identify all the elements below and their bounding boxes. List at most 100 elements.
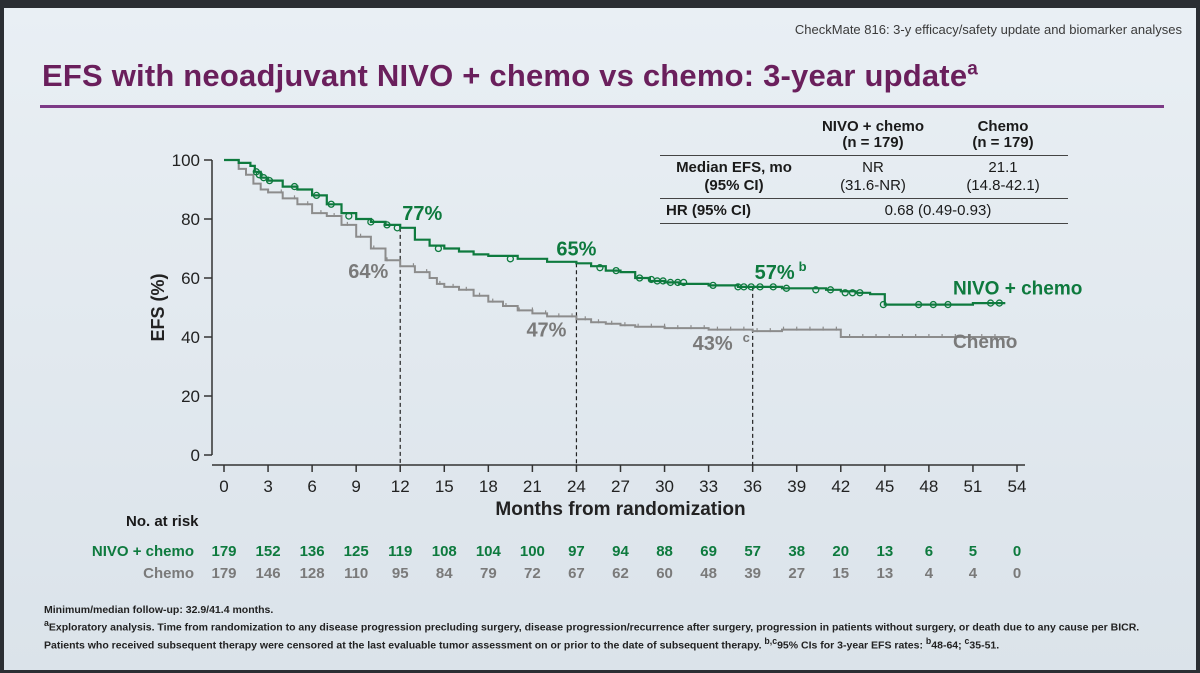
at-risk-nivo-0: 179: [211, 543, 236, 560]
censor-mark-nivo: [679, 278, 688, 287]
header-nivo: NIVO + chemo (n = 179): [808, 119, 938, 151]
at-risk-nivo-9: 125: [344, 543, 369, 560]
hr-label: HR (95% CI): [666, 202, 752, 219]
median-efs-label: Median EFS, mo (95% CI): [660, 159, 808, 195]
x-tick-label-30: 30: [655, 477, 674, 496]
y-axis-label: EFS (%): [148, 273, 168, 341]
at-risk-nivo-12: 119: [388, 543, 412, 560]
median-efs-nivo: NR (31.6-NR): [808, 159, 938, 195]
median-efs-label-1: Median EFS, mo: [676, 159, 792, 176]
label-nivo-12: 77%: [402, 203, 442, 225]
censor-mark-nivo: [345, 212, 353, 220]
series-label-nivo: NIVO + chemo: [953, 279, 1082, 300]
x-tick-label-24: 24: [567, 477, 586, 496]
x-tick-label-51: 51: [963, 477, 982, 496]
censor-mark-nivo: [290, 182, 299, 191]
at-risk-chemo-9: 110: [344, 565, 368, 582]
at-risk-chemo-18: 79: [480, 565, 497, 582]
x-tick-label-39: 39: [787, 477, 806, 496]
censor-mark-nivo: [596, 264, 604, 272]
x-tick-label-15: 15: [435, 477, 454, 496]
label-nivo-24: 65%: [556, 238, 596, 260]
censor-mark-nivo: [929, 300, 937, 309]
median-efs-label-2: (95% CI): [704, 177, 764, 194]
at-risk-chemo-54: 0: [1013, 565, 1021, 582]
footnote-a-mark: a: [44, 618, 49, 628]
at-risk-chemo-12: 95: [392, 565, 409, 582]
footnote-b-mark: b: [925, 635, 932, 646]
label-chemo-12: 64%: [348, 261, 388, 283]
title-rule: [40, 105, 1164, 108]
at-risk-chemo-51: 4: [969, 565, 978, 582]
censor-mark-nivo: [826, 286, 835, 294]
at-risk-nivo-27: 94: [612, 543, 629, 560]
y-tick-label-80: 80: [181, 210, 200, 229]
at-risk-nivo-18: 104: [476, 543, 502, 560]
label-nivo-36-sup: b: [799, 259, 807, 274]
at-risk-chemo-15: 84: [436, 565, 453, 582]
x-tick-label-48: 48: [919, 477, 938, 496]
censor-mark-nivo: [612, 266, 620, 275]
at-risk-chemo-42: 15: [832, 565, 849, 582]
at-risk-nivo-3: 152: [256, 543, 281, 560]
censor-mark-nivo: [506, 255, 515, 263]
censor-mark-nivo: [782, 284, 791, 292]
x-tick-label-21: 21: [523, 477, 542, 496]
censor-mark-nivo: [383, 221, 391, 229]
at-risk-chemo-3: 146: [256, 565, 281, 582]
x-tick-label-45: 45: [875, 477, 894, 496]
censor-mark-nivo: [434, 244, 443, 253]
y-tick-label-40: 40: [181, 328, 200, 347]
at-risk-nivo-36: 57: [744, 543, 761, 560]
at-risk-nivo-15: 108: [432, 543, 457, 560]
censor-mark-nivo: [995, 299, 1004, 307]
series-label-chemo: Chemo: [953, 332, 1017, 353]
at-risk-chemo-48: 4: [925, 565, 934, 582]
at-risk-chemo-6: 128: [300, 565, 325, 582]
at-risk-label-chemo: Chemo: [143, 565, 194, 582]
censor-mark-nivo: [367, 218, 375, 226]
censor-mark-nivo: [944, 300, 952, 309]
footnote-bc-mark: b,c: [764, 635, 778, 646]
efs-summary-table: NIVO + chemo (n = 179) Chemo (n = 179) M…: [660, 119, 1068, 224]
x-tick-label-54: 54: [1008, 477, 1027, 496]
header-nivo-n: (n = 179): [842, 134, 904, 151]
slide-title: EFS with neoadjuvant NIVO + chemo vs che…: [42, 58, 978, 94]
median-efs-nivo-ci: (31.6-NR): [840, 177, 906, 194]
x-axis-label: Months from randomization: [495, 499, 745, 520]
censor-mark-nivo: [709, 281, 717, 290]
at-risk-chemo-0: 179: [211, 565, 236, 582]
at-risk-chemo-33: 48: [700, 565, 717, 582]
x-tick-label-12: 12: [391, 477, 410, 496]
at-risk-chemo-39: 27: [788, 565, 805, 582]
censor-mark-nivo: [812, 286, 820, 294]
label-chemo-36: 43%: [693, 333, 733, 355]
censor-mark-nivo: [666, 278, 675, 287]
x-tick-label-18: 18: [479, 477, 498, 496]
censor-mark-nivo: [769, 283, 777, 291]
median-efs-chemo: 21.1 (14.8-42.1): [938, 159, 1068, 195]
at-risk-chemo-27: 62: [612, 565, 629, 582]
y-tick-label-0: 0: [191, 446, 200, 465]
censor-mark-nivo: [393, 224, 401, 232]
censor-mark-nivo: [635, 274, 644, 282]
footnote-c-mark: c: [964, 635, 970, 646]
at-risk-nivo-54: 0: [1013, 543, 1021, 560]
table-row-median-efs: Median EFS, mo (95% CI) NR (31.6-NR) 21.…: [660, 156, 1068, 199]
censor-mark-nivo: [265, 176, 274, 185]
x-tick-label-36: 36: [743, 477, 762, 496]
censor-mark-nivo: [659, 277, 667, 285]
hr-value: 0.68 (0.49-0.93): [884, 202, 992, 219]
censor-mark-nivo: [914, 300, 923, 309]
header-chemo-n: (n = 179): [972, 134, 1034, 151]
at-risk-chemo-21: 72: [524, 565, 541, 582]
median-efs-chemo-value: 21.1: [988, 159, 1018, 176]
footnote-c-ci: 35-51.: [969, 639, 1000, 651]
y-tick-label-20: 20: [181, 387, 200, 406]
censor-mark-nivo: [841, 289, 849, 297]
censor-mark-nivo: [848, 289, 857, 297]
x-tick-label-42: 42: [831, 477, 850, 496]
header-note: CheckMate 816: 3-y efficacy/safety updat…: [794, 22, 1182, 37]
at-risk-label-nivo: NIVO + chemo: [92, 543, 194, 560]
censor-mark-nivo: [259, 174, 268, 182]
